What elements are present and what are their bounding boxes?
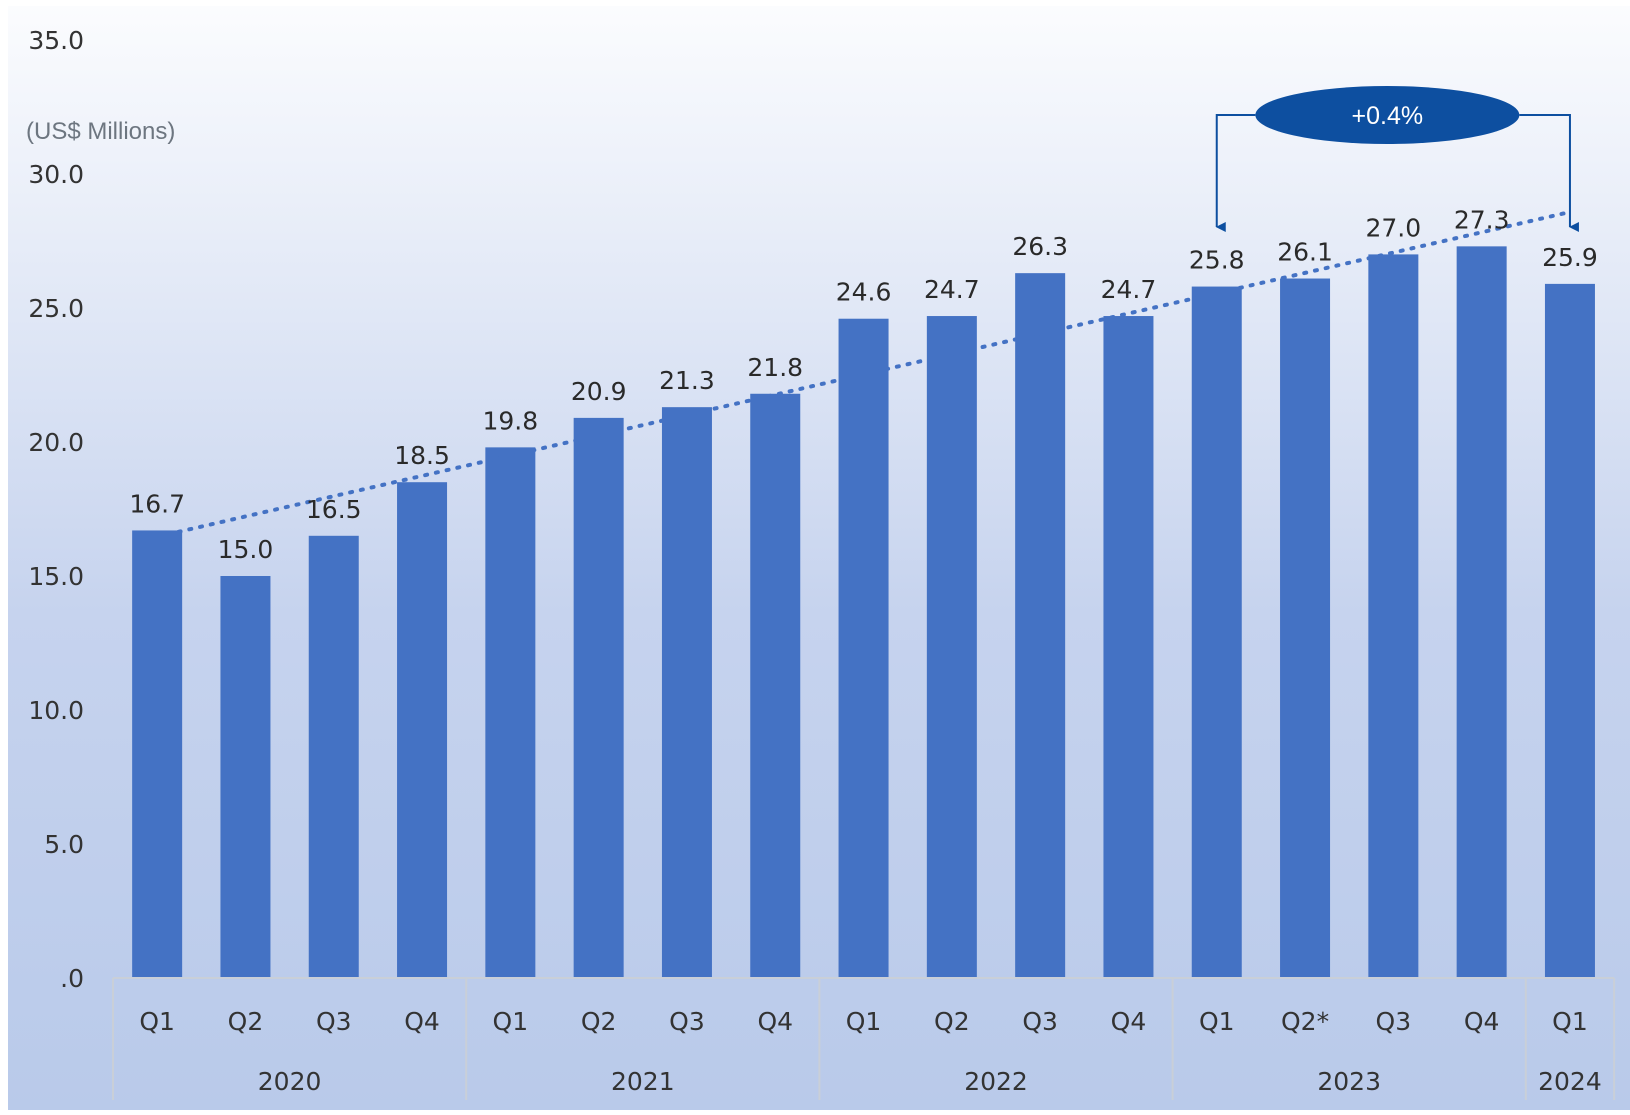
bar bbox=[485, 447, 536, 978]
x-group-label: 2020 bbox=[258, 1067, 322, 1096]
bar bbox=[838, 318, 889, 979]
y-tick-label: 15.0 bbox=[28, 562, 84, 591]
bar bbox=[661, 407, 712, 978]
bar bbox=[1280, 278, 1331, 978]
data-label: 21.8 bbox=[747, 353, 803, 382]
x-category-label: Q4 bbox=[757, 1007, 793, 1036]
data-label: 27.0 bbox=[1366, 213, 1422, 242]
y-tick-label: .0 bbox=[60, 964, 84, 993]
bar bbox=[220, 576, 271, 978]
x-category-label: Q4 bbox=[1464, 1007, 1500, 1036]
x-category-label: Q4 bbox=[1111, 1007, 1147, 1036]
data-label: 15.0 bbox=[218, 535, 274, 564]
trendline-path bbox=[155, 209, 1572, 539]
plot-background bbox=[8, 6, 1630, 1110]
x-category-label: Q1 bbox=[139, 1007, 175, 1036]
bar bbox=[1191, 286, 1242, 978]
bar bbox=[1368, 254, 1419, 978]
bar bbox=[1456, 246, 1507, 979]
trendline bbox=[155, 209, 1572, 539]
data-label: 27.3 bbox=[1454, 205, 1510, 234]
x-group-label: 2024 bbox=[1538, 1067, 1602, 1096]
x-category-label: Q2 bbox=[934, 1007, 970, 1036]
callout-text: +0.4% bbox=[1352, 102, 1424, 130]
x-category-label: Q2 bbox=[228, 1007, 264, 1036]
y-tick-label: 35.0 bbox=[28, 26, 84, 55]
data-label: 18.5 bbox=[394, 441, 450, 470]
x-category-label: Q1 bbox=[1199, 1007, 1235, 1036]
bar bbox=[573, 417, 624, 978]
callout-arrow-right bbox=[1519, 114, 1579, 232]
bar bbox=[397, 482, 448, 978]
x-category-label: Q3 bbox=[1022, 1007, 1058, 1036]
data-label: 26.3 bbox=[1012, 232, 1068, 261]
bar bbox=[1103, 316, 1154, 978]
y-tick-label: 30.0 bbox=[28, 160, 84, 189]
bar bbox=[1544, 283, 1595, 978]
x-group-label: 2022 bbox=[964, 1067, 1028, 1096]
bar bbox=[308, 535, 359, 978]
data-label: 19.8 bbox=[483, 406, 539, 435]
data-label: 24.7 bbox=[1101, 275, 1157, 304]
data-label: 21.3 bbox=[659, 366, 715, 395]
x-category-label: Q1 bbox=[846, 1007, 882, 1036]
x-category-label: Q3 bbox=[316, 1007, 352, 1036]
data-label: 16.7 bbox=[129, 489, 185, 518]
x-category-label: Q1 bbox=[1552, 1007, 1588, 1036]
bar bbox=[132, 530, 183, 978]
bar bbox=[1015, 273, 1066, 978]
x-axis: Q1 Q2 Q3 Q4 Q1 Q2 Q3 Q4 Q1 Q2 Q3 Q4 Q1 Q2* Q3 Q4 Q1 2020 2… bbox=[112, 977, 1616, 1100]
callout-bubble bbox=[1255, 86, 1520, 144]
y-tick-label: 10.0 bbox=[28, 696, 84, 725]
callout-arrow-left bbox=[1215, 114, 1256, 232]
bar bbox=[926, 316, 977, 978]
unit-label: (US$ Millions) bbox=[26, 118, 175, 145]
x-category-label: Q1 bbox=[493, 1007, 529, 1036]
data-label: 20.9 bbox=[571, 377, 627, 406]
data-labels: 16.7 15.0 16.5 18.5 19.8 20.9 21.3 21.8 24.6 24.7… bbox=[129, 205, 1597, 564]
x-category-label: Q4 bbox=[404, 1007, 440, 1036]
data-label: 24.6 bbox=[836, 278, 892, 307]
y-axis-ticks: .0 5.0 10.0 15.0 20.0 25.0 30.0 35.0 bbox=[28, 26, 84, 993]
x-category-label: Q3 bbox=[669, 1007, 705, 1036]
data-label: 16.5 bbox=[306, 495, 362, 524]
data-label: 26.1 bbox=[1277, 238, 1333, 267]
growth-callout: +0.4% bbox=[1215, 86, 1579, 232]
data-label: 25.9 bbox=[1542, 243, 1598, 272]
x-group-label: 2021 bbox=[611, 1067, 675, 1096]
y-tick-label: 5.0 bbox=[44, 830, 84, 859]
x-group-label: 2023 bbox=[1317, 1067, 1381, 1096]
bars bbox=[132, 246, 1595, 979]
x-category-label: Q2 bbox=[581, 1007, 617, 1036]
y-tick-label: 25.0 bbox=[28, 294, 84, 323]
data-label: 24.7 bbox=[924, 275, 980, 304]
x-category-label: Q2* bbox=[1281, 1007, 1329, 1036]
bar bbox=[750, 393, 801, 978]
data-label: 25.8 bbox=[1189, 246, 1245, 275]
y-tick-label: 20.0 bbox=[28, 428, 84, 457]
x-category-label: Q3 bbox=[1376, 1007, 1412, 1036]
